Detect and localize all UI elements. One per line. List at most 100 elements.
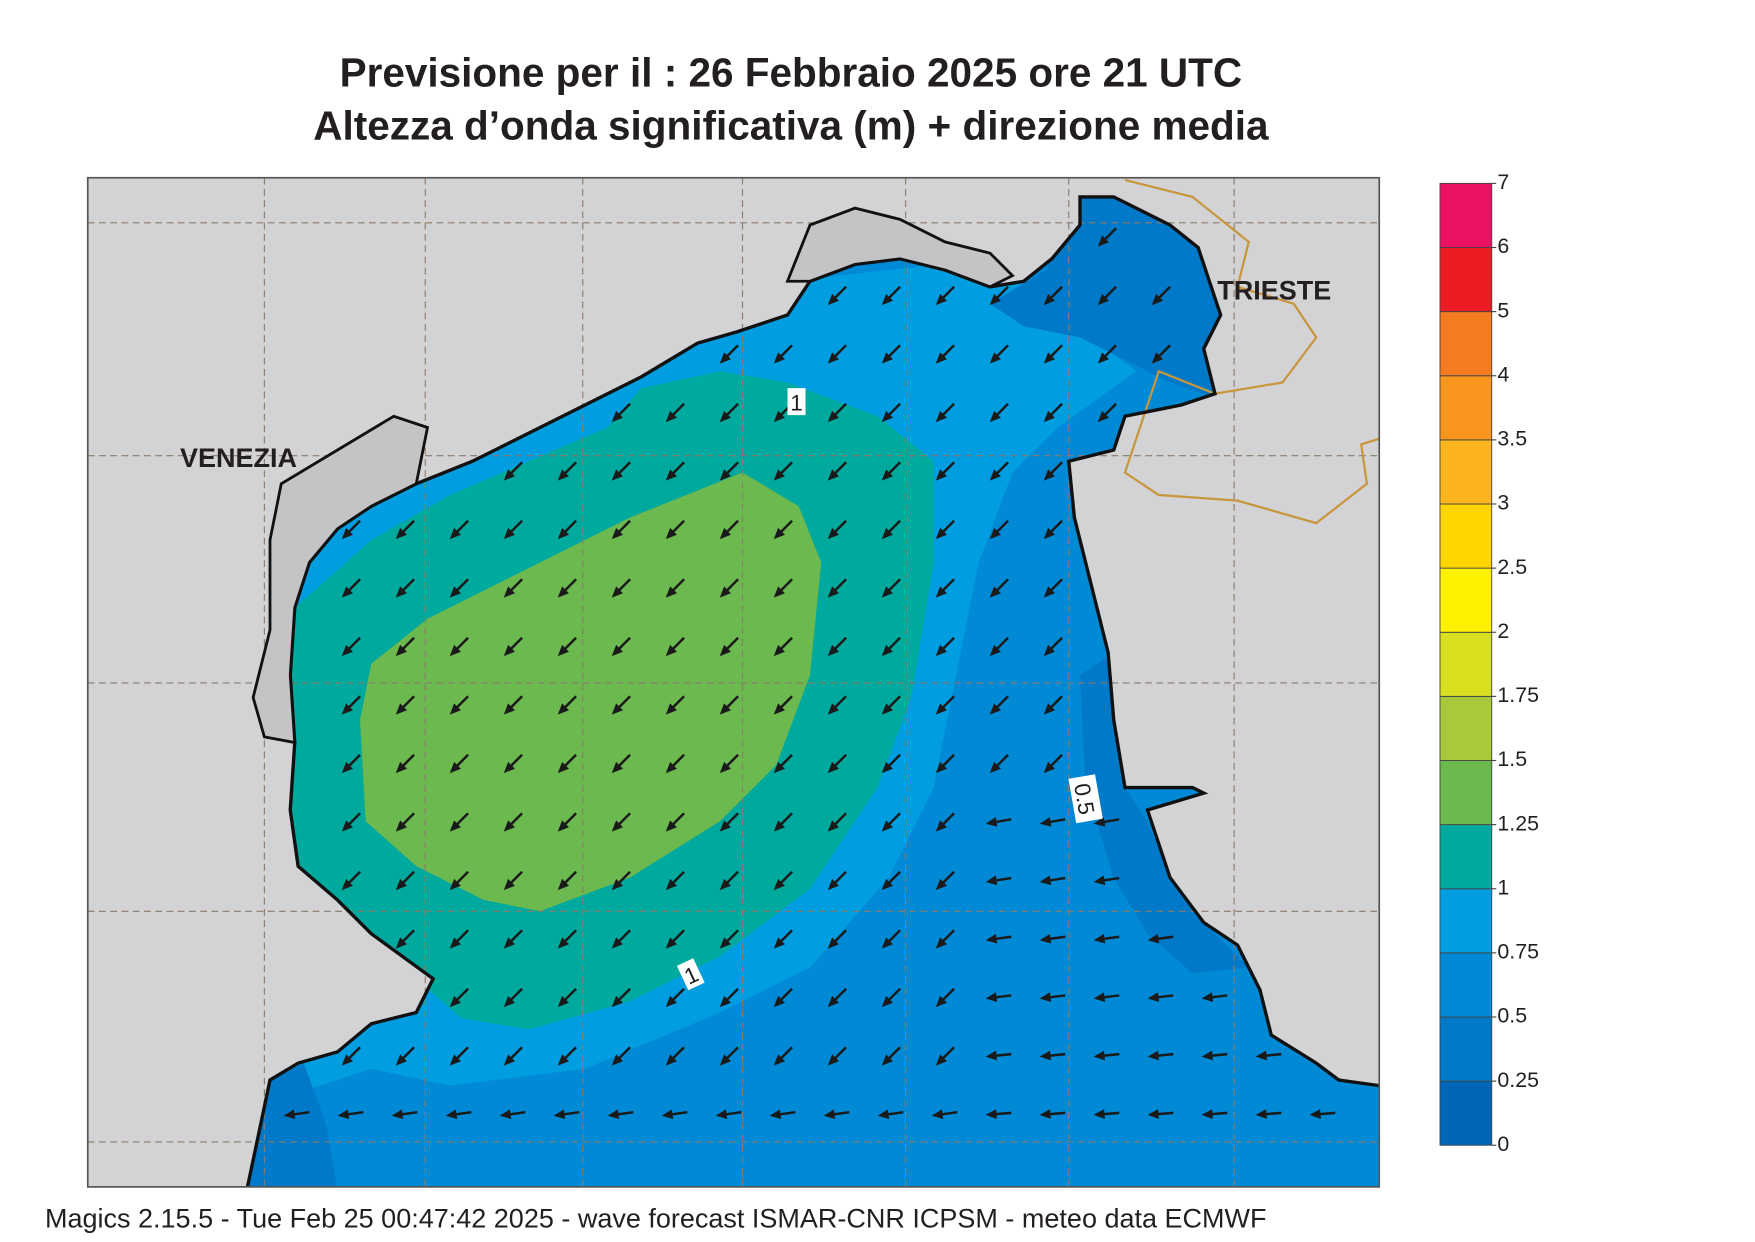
graticule	[87, 177, 1380, 1187]
arrow-head	[607, 1109, 620, 1120]
arrow-head	[935, 937, 947, 949]
lagoon	[785, 206, 1015, 289]
arrow-head	[341, 878, 353, 891]
arrow-head	[1147, 992, 1160, 1002]
colorbar-tick-label: 2.5	[1497, 555, 1527, 579]
arrow-head	[935, 469, 947, 481]
colorbar-band	[1439, 631, 1493, 697]
place-label: VENEZIA	[180, 443, 297, 473]
arrow-head	[391, 1109, 404, 1120]
arrow-head	[877, 1109, 890, 1120]
arrow-head	[935, 995, 947, 1008]
title-line: Altezza d’onda significativa (m) + direz…	[313, 103, 1269, 149]
colorbar-band	[1439, 503, 1493, 569]
arrow-head	[719, 995, 731, 1008]
arrow-head	[557, 995, 569, 1008]
arrow-head	[341, 527, 353, 540]
arrow-head	[611, 527, 623, 540]
arrow-head	[1097, 235, 1109, 247]
arrow-head	[1093, 933, 1106, 944]
arrow-head	[1039, 933, 1052, 944]
arrow-head	[827, 469, 839, 481]
colorbar-tick-label: 0.75	[1497, 940, 1539, 964]
arrow-head	[665, 995, 677, 1008]
arrow-head	[881, 527, 893, 540]
arrow-head	[395, 527, 407, 540]
arrow-head	[395, 820, 407, 832]
colorbar-band	[1439, 760, 1493, 826]
arrow-head	[827, 937, 839, 949]
colorbar-tick-label: 5	[1497, 298, 1509, 322]
arrow-head	[557, 878, 569, 891]
arrow-head	[665, 937, 677, 949]
arrow-head	[827, 878, 839, 891]
arrow-head	[719, 703, 731, 715]
arrow-head	[557, 703, 569, 715]
arrow-head	[719, 1054, 731, 1066]
arrow-head	[989, 644, 1001, 657]
arrow-head	[881, 761, 893, 774]
arrow-head	[395, 644, 407, 657]
arrow-head	[1039, 992, 1052, 1002]
colorbar-tick-label: 2	[1497, 619, 1509, 643]
arrow-head	[611, 1054, 623, 1066]
arrow-head	[773, 527, 785, 540]
arrow-head	[773, 703, 785, 715]
arrow-head	[881, 352, 893, 364]
colorbar-band	[1439, 1080, 1493, 1146]
arrow-head	[769, 1109, 782, 1120]
arrow-head	[773, 761, 785, 774]
arrow-head	[557, 820, 569, 832]
arrow-head	[1043, 469, 1055, 481]
arrow-head	[665, 878, 677, 891]
colorbar-tick-label: 1.75	[1497, 683, 1539, 707]
arrow-head	[503, 1054, 515, 1066]
arrow-head	[395, 878, 407, 891]
arrow-head	[449, 586, 461, 598]
sea-band	[1080, 652, 1249, 974]
arrow-head	[283, 1109, 296, 1120]
arrow-head	[557, 469, 569, 481]
arrow-head	[1039, 1109, 1051, 1119]
arrow-head	[881, 703, 893, 715]
arrow-head	[1043, 293, 1055, 306]
arrow-head	[881, 1054, 893, 1066]
colorbar-band	[1439, 695, 1493, 761]
arrow-head	[557, 1054, 569, 1066]
arrow-head	[719, 527, 731, 540]
colorbar-band	[1439, 182, 1493, 248]
colorbar-tick-label: 0.25	[1497, 1068, 1539, 1092]
arrow-head	[1039, 875, 1052, 886]
arrow-head	[1201, 1109, 1213, 1119]
arrow-head	[665, 527, 677, 540]
colorbar-band	[1439, 952, 1493, 1018]
arrow-head	[611, 820, 623, 832]
arrow-head	[665, 644, 677, 657]
arrow-head	[1043, 527, 1055, 540]
arrow-head	[449, 703, 461, 715]
colorbar-tick-label: 0.5	[1497, 1004, 1527, 1028]
arrow-head	[1043, 703, 1055, 715]
arrow-head	[881, 878, 893, 891]
arrow-head	[1309, 1109, 1321, 1119]
arrow-head	[449, 937, 461, 949]
arrow-head	[341, 1054, 353, 1066]
arrow-head	[503, 644, 515, 657]
arrow-head	[985, 1050, 997, 1061]
arrow-head	[719, 469, 731, 481]
arrow-head	[665, 410, 677, 423]
contour-label: 0.5	[1068, 774, 1103, 824]
arrow-head	[935, 586, 947, 598]
arrow-head	[719, 644, 731, 657]
colorbar-band	[1439, 375, 1493, 441]
arrow-head	[503, 527, 515, 540]
arrow-head	[935, 352, 947, 364]
arrow-head	[935, 644, 947, 657]
arrow-head	[449, 644, 461, 657]
colorbar-tick-label: 0	[1497, 1132, 1509, 1156]
arrow-head	[1255, 1050, 1267, 1061]
wave-direction	[283, 227, 1336, 1120]
arrow-head	[773, 995, 785, 1008]
arrow-head	[773, 1054, 785, 1066]
arrow-head	[1093, 1109, 1105, 1119]
